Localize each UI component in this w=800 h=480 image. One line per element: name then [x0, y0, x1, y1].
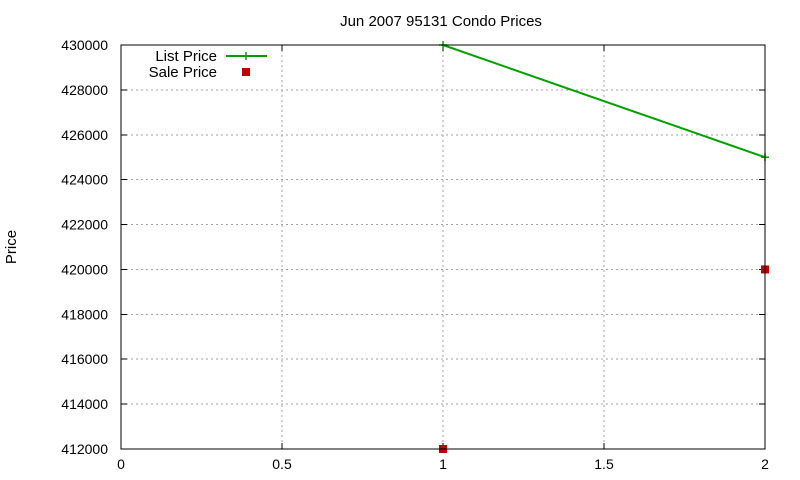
y-tick-label: 418000	[61, 306, 108, 322]
chart-title: Jun 2007 95131 Condo Prices	[340, 13, 542, 30]
y-tick-label: 422000	[61, 217, 108, 233]
tick-layer: 0 0.5 1 1.5 2 412000 414000 416000 418000 420000 4…	[61, 37, 769, 472]
y-tick-label: 416000	[61, 351, 108, 367]
x-tick-label: 1.5	[594, 456, 614, 472]
x-tick-label: 0	[117, 456, 125, 472]
legend-square-marker	[242, 68, 250, 76]
x-tick-label: 2	[761, 456, 769, 472]
series-list-price	[439, 41, 769, 162]
legend-label: Sale Price	[149, 64, 217, 81]
series-sale-price	[439, 265, 769, 453]
y-tick-label: 420000	[61, 261, 108, 277]
y-tick-label: 414000	[61, 396, 108, 412]
grid-layer	[121, 45, 765, 449]
x-tick-label: 0.5	[272, 456, 292, 472]
y-tick-label: 426000	[61, 127, 108, 143]
plot-frame	[120, 44, 766, 450]
y-tick-label: 424000	[61, 172, 108, 188]
y-tick-label: 428000	[61, 82, 108, 98]
legend-label: List Price	[155, 48, 217, 65]
series-line	[442, 44, 766, 159]
y-tick-label: 430000	[61, 37, 108, 53]
y-tick-label: 412000	[61, 441, 108, 457]
y-axis-label: Price	[3, 230, 20, 264]
x-tick-label: 1	[439, 456, 447, 472]
